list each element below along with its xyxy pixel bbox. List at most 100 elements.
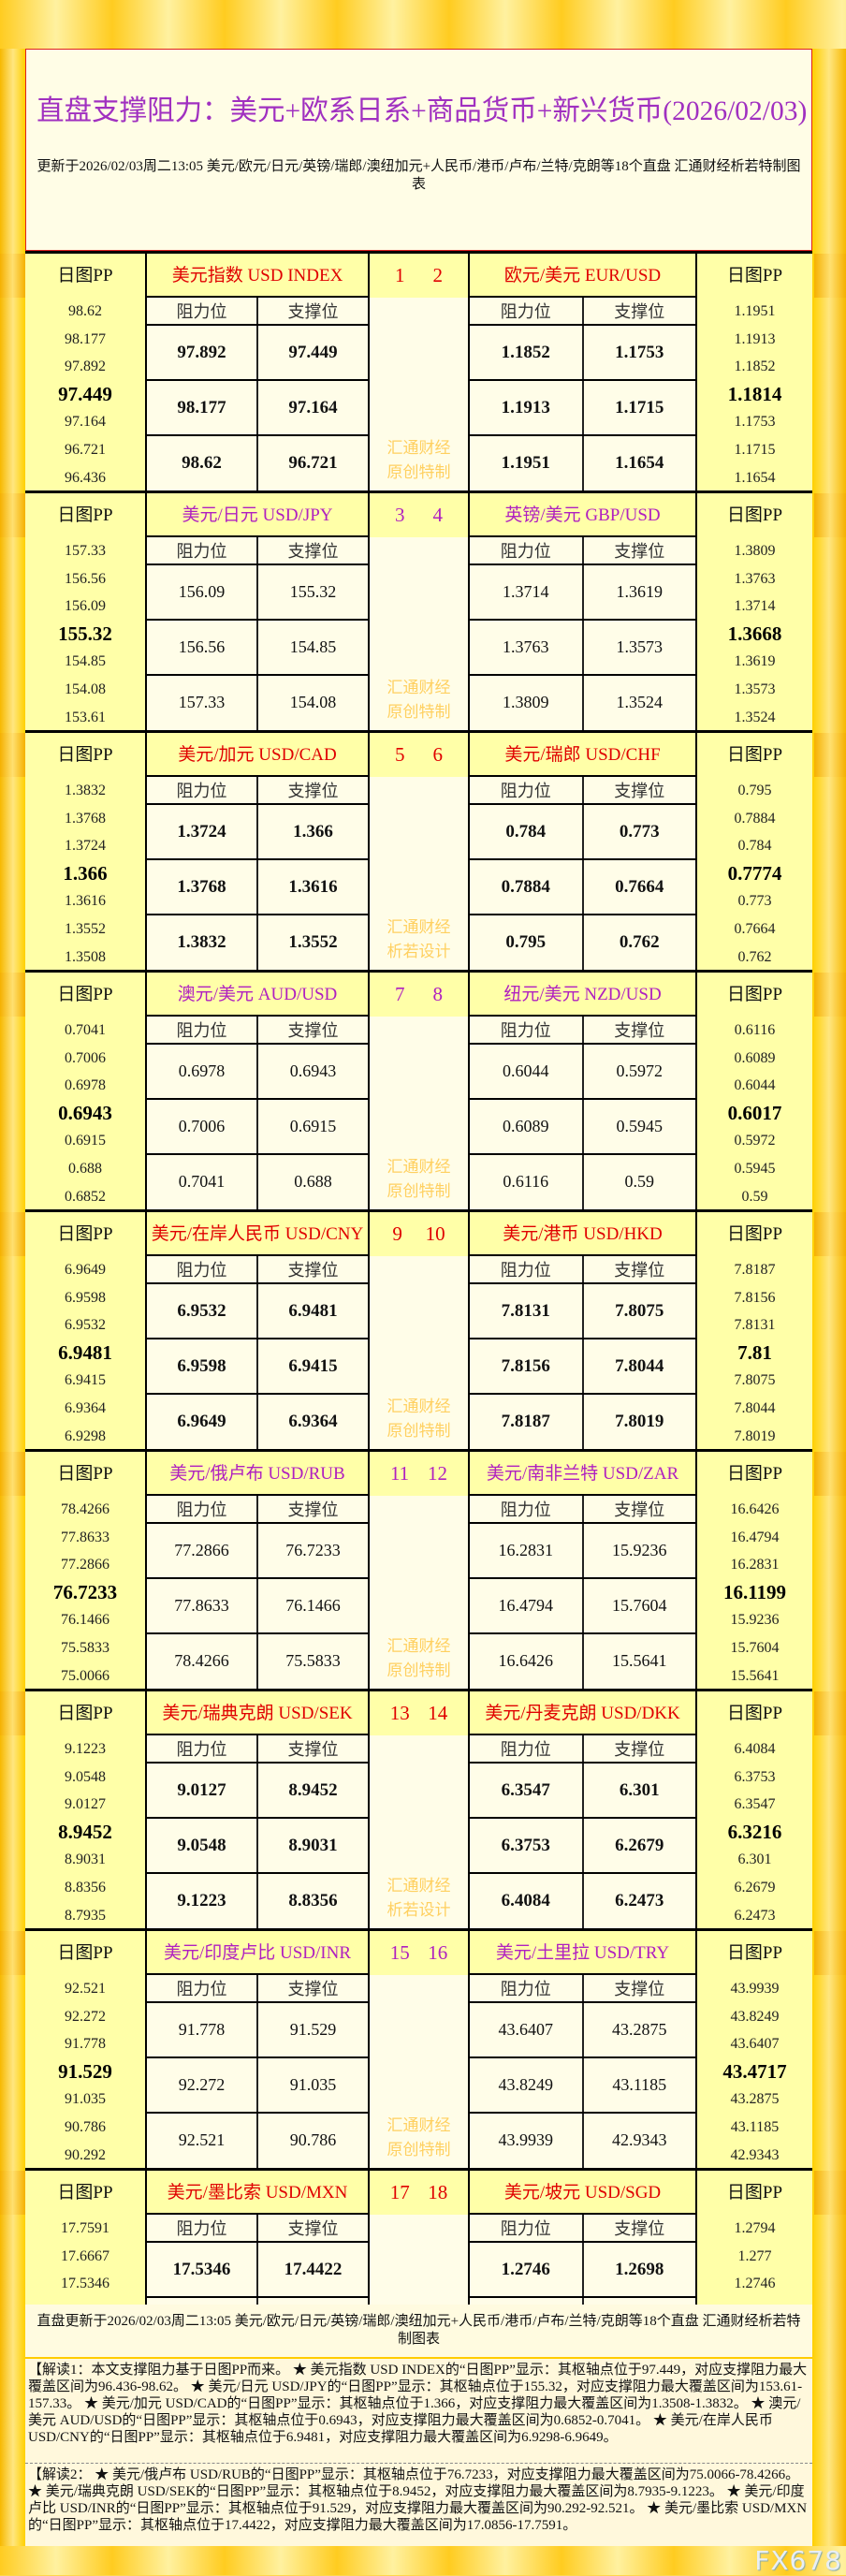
side-decor-tab [814, 1452, 846, 1496]
level-row: 7.8131 7.8075 [470, 1284, 695, 1339]
column-headers: 阻力位 支撑位 [147, 2215, 368, 2243]
pp-header: 日图PP [726, 1943, 783, 1963]
support-value: 154.85 [256, 621, 368, 674]
watermark: 汇通财经 析若设计 [370, 1874, 468, 1923]
column-headers: 阻力位 支撑位 [147, 1975, 368, 2003]
fx678-logo: FX678 [754, 2545, 842, 2576]
support-header: 支撑位 [256, 1975, 368, 2001]
resistance-value: 1.1951 [501, 453, 550, 473]
pair-right: 美元/土里拉 USD/TRY 阻力位 支撑位 43.6407 43.2875 43.824… [468, 1931, 697, 2169]
pair-title-text: 纽元/美元 NZD/USD [503, 985, 662, 1004]
level-row: 0.784 0.773 [470, 805, 695, 860]
pair-block: 日图PP 0.7041 0.7006 0.6978 0.6943 0.6915 0.688 0… [25, 970, 812, 1210]
pp-column-right: 日图PP 6.4084 6.3753 6.3547 6.3216 6.301 6.2679 6… [697, 1691, 812, 1928]
pp-level-value: 77.8633 [61, 1529, 109, 1545]
pp-level-value: 157.33 [65, 543, 106, 559]
resistance-value: 16.6426 [498, 1651, 554, 1670]
resistance-value: 9.0548 [177, 1836, 226, 1855]
support-header: 支撑位 [581, 1017, 696, 1043]
column-headers: 阻力位 支撑位 [147, 298, 368, 326]
block-number: 12 [428, 1462, 448, 1485]
pp-level-value: 154.85 [65, 653, 106, 670]
pp-level-value: 0.795 [737, 783, 772, 798]
support-value: 6.2679 [581, 1819, 696, 1872]
pp-header: 日图PP [57, 1464, 113, 1484]
support-header: 支撑位 [256, 1017, 368, 1043]
level-row: 0.6116 0.59 [470, 1155, 695, 1210]
support-header: 支撑位 [581, 298, 696, 324]
watermark-line: 汇通财经 [387, 1398, 451, 1415]
resistance-header: 阻力位 [176, 1980, 227, 1998]
pair-title: 美元/港币 USD/HKD [470, 1212, 695, 1256]
resistance-value: 0.6978 [178, 1061, 226, 1080]
pair-title: 美元/墨比索 USD/MXN [147, 2171, 368, 2215]
page-title-text: 直盘支撑阻力：美元+欧系日系+商品货币+新兴货币(2026/02/03) [36, 95, 808, 126]
pp-level-value: 1.1715 [734, 441, 776, 458]
column-headers: 阻力位 支撑位 [147, 1735, 368, 1764]
resistance-value: 92.272 [178, 2075, 226, 2094]
pair-title: 美元/日元 USD/JPY [147, 493, 368, 537]
pp-level-value: 8.8356 [65, 1879, 106, 1895]
pp-level-value: 7.8044 [734, 1399, 776, 1416]
block-numbers: 15 16 [370, 1931, 468, 1975]
pp-level-value: 0.762 [737, 948, 772, 965]
pair-left: 美元/在岸人民币 USD/CNY 阻力位 支撑位 6.9532 6.9481 6.9598… [145, 1212, 370, 1450]
pp-level-value: 43.1185 [730, 2118, 780, 2135]
pair-title-text: 美元/在岸人民币 USD/CNY [151, 1224, 364, 1244]
level-row: 43.8249 43.1185 [470, 2058, 695, 2114]
pp-level-value: 7.8019 [734, 1427, 776, 1444]
resistance-value: 43.8249 [498, 2075, 554, 2094]
support-value: 1.1753 [581, 326, 696, 379]
level-row: 77.8633 76.1466 [147, 1579, 368, 1634]
block-number-column: 7 8 汇通财经 原创特制 [370, 973, 468, 1209]
block-numbers: 13 14 [370, 1691, 468, 1735]
support-header: 支撑位 [256, 298, 368, 324]
pp-pivot-value: 7.81 [737, 1340, 772, 1364]
pp-level-value: 156.09 [65, 598, 106, 615]
level-row: 1.3809 1.3524 [470, 676, 695, 731]
pair-title-text: 美元/俄卢布 USD/RUB [169, 1464, 345, 1484]
column-headers: 阻力位 支撑位 [470, 298, 695, 326]
block-number: 16 [428, 1941, 448, 1964]
resistance-value: 16.4794 [498, 1596, 554, 1615]
pair-right: 美元/港币 USD/HKD 阻力位 支撑位 7.8131 7.8075 7.8156 7.8… [468, 1212, 697, 1450]
pp-header: 日图PP [57, 1943, 113, 1963]
pair-title-text: 美元/日元 USD/JPY [182, 505, 333, 525]
pp-level-value: 91.035 [65, 2091, 106, 2108]
watermark-line: 原创特制 [387, 1661, 451, 1679]
block-numbers: 17 18 [370, 2171, 468, 2215]
level-row: 156.56 154.85 [147, 621, 368, 676]
pair-title: 美元/丹麦克朗 USD/DKK [470, 1691, 695, 1735]
pp-level-value: 153.61 [65, 709, 106, 725]
pair-title: 美元/在岸人民币 USD/CNY [147, 1212, 368, 1256]
resistance-value: 156.09 [178, 582, 226, 601]
support-value: 0.762 [581, 915, 696, 971]
interpretation-2: 【解读2： ★ 美元/俄卢布 USD/RUB的“日图PP”显示：其枢轴点位于76… [25, 2464, 812, 2546]
level-row: 92.521 90.786 [147, 2114, 368, 2169]
resistance-value: 1.2746 [501, 2260, 550, 2279]
resistance-value: 0.6044 [503, 1061, 549, 1080]
support-value: 154.08 [256, 676, 368, 731]
resistance-value: 6.3753 [501, 1836, 550, 1855]
pair-title-text: 澳元/美元 AUD/USD [177, 985, 338, 1004]
resistance-value: 1.3832 [177, 932, 226, 952]
pair-title: 美元指数 USD INDEX [147, 254, 368, 298]
watermark-line: 原创特制 [387, 1422, 451, 1440]
pp-level-value: 0.784 [737, 838, 772, 855]
watermark-line: 汇通财经 [387, 918, 451, 936]
side-decor-tab [814, 2171, 846, 2215]
watermark-line: 汇通财经 [387, 439, 451, 457]
pp-level-value: 77.2866 [61, 1557, 109, 1573]
top-decor-bar [0, 0, 846, 49]
pp-column-left: 日图PP 92.521 92.272 91.778 91.529 91.035 90.786… [25, 1931, 145, 2168]
level-row: 0.795 0.762 [470, 915, 695, 971]
side-decor-tab [0, 254, 25, 298]
pp-level-value: 1.3573 [734, 681, 776, 697]
resistance-header: 阻力位 [176, 782, 227, 800]
level-row: 17.5346 17.4422 [147, 2243, 368, 2298]
resistance-header: 阻力位 [176, 1261, 227, 1280]
support-header: 支撑位 [256, 537, 368, 564]
resistance-value: 6.9649 [177, 1412, 226, 1431]
pair-block: 日图PP 157.33 156.56 156.09 155.32 154.85 154.08… [25, 490, 812, 731]
